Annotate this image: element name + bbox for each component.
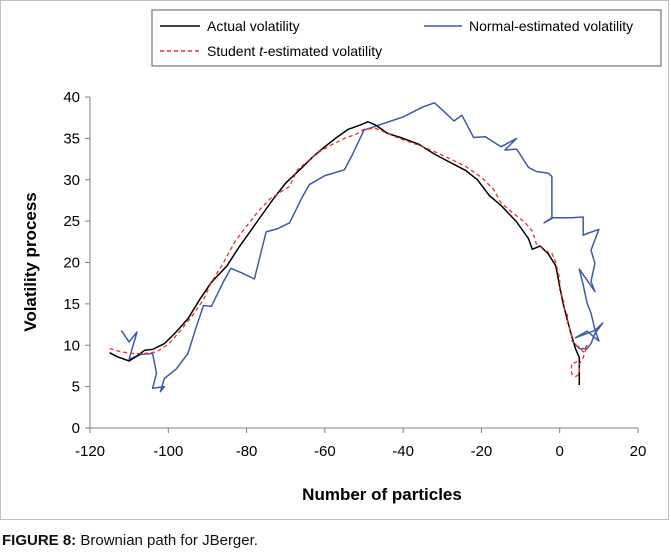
axes: 0 5 10 15 20 25 30 35 40 -120 -100 -80 -60 -40 -20 0 20 [63, 89, 646, 460]
y-tick-label: 20 [63, 255, 80, 272]
legend: Actual volatility Normal-estimated volat… [151, 9, 662, 67]
y-axis-title: Volatility process [21, 192, 40, 332]
figure-caption: FIGURE 8: Brownian path for JBerger. [2, 532, 258, 549]
series-student-t-estimated-volatility-line [109, 127, 588, 378]
y-tick-label: 0 [72, 420, 80, 437]
y-tick-label: 25 [63, 213, 80, 230]
series-normal-estimated-volatility-line [120, 102, 604, 393]
figure-caption-text: Brownian path for JBerger. [76, 532, 258, 549]
y-tick-label: 10 [63, 337, 80, 354]
chart-frame [0, 0, 669, 520]
legend-label-student: Student t-estimated volatility [207, 43, 382, 59]
legend-label-student-t: t [259, 43, 264, 59]
x-tick-label: -80 [236, 443, 258, 460]
series-actual-volatility-line [109, 121, 581, 385]
y-tick-label: 15 [63, 296, 80, 313]
series-layer [109, 102, 604, 393]
x-tick-label: 20 [630, 443, 647, 460]
legend-label-student-post: -estimated volatility [263, 43, 382, 59]
legend-box [151, 9, 662, 67]
figure-caption-label: FIGURE 8: [2, 532, 77, 549]
y-tick-label: 30 [63, 172, 80, 189]
x-tick-label: -120 [75, 443, 105, 460]
y-tick-label: 40 [63, 89, 80, 106]
legend-label-normal: Normal-estimated volatility [469, 18, 633, 34]
x-tick-label: -20 [471, 443, 493, 460]
x-tick-label: 0 [556, 443, 564, 460]
legend-label-actual: Actual volatility [207, 18, 300, 34]
legend-label-student-pre: Student [207, 43, 259, 59]
volatility-chart: Actual volatility Normal-estimated volat… [21, 9, 662, 504]
x-axis-title: Number of particles [302, 485, 462, 504]
x-tick-label: -40 [392, 443, 414, 460]
x-tick-label: -100 [153, 443, 183, 460]
x-tick-label: -60 [314, 443, 336, 460]
y-tick-label: 5 [72, 379, 80, 396]
y-tick-label: 35 [63, 130, 80, 147]
